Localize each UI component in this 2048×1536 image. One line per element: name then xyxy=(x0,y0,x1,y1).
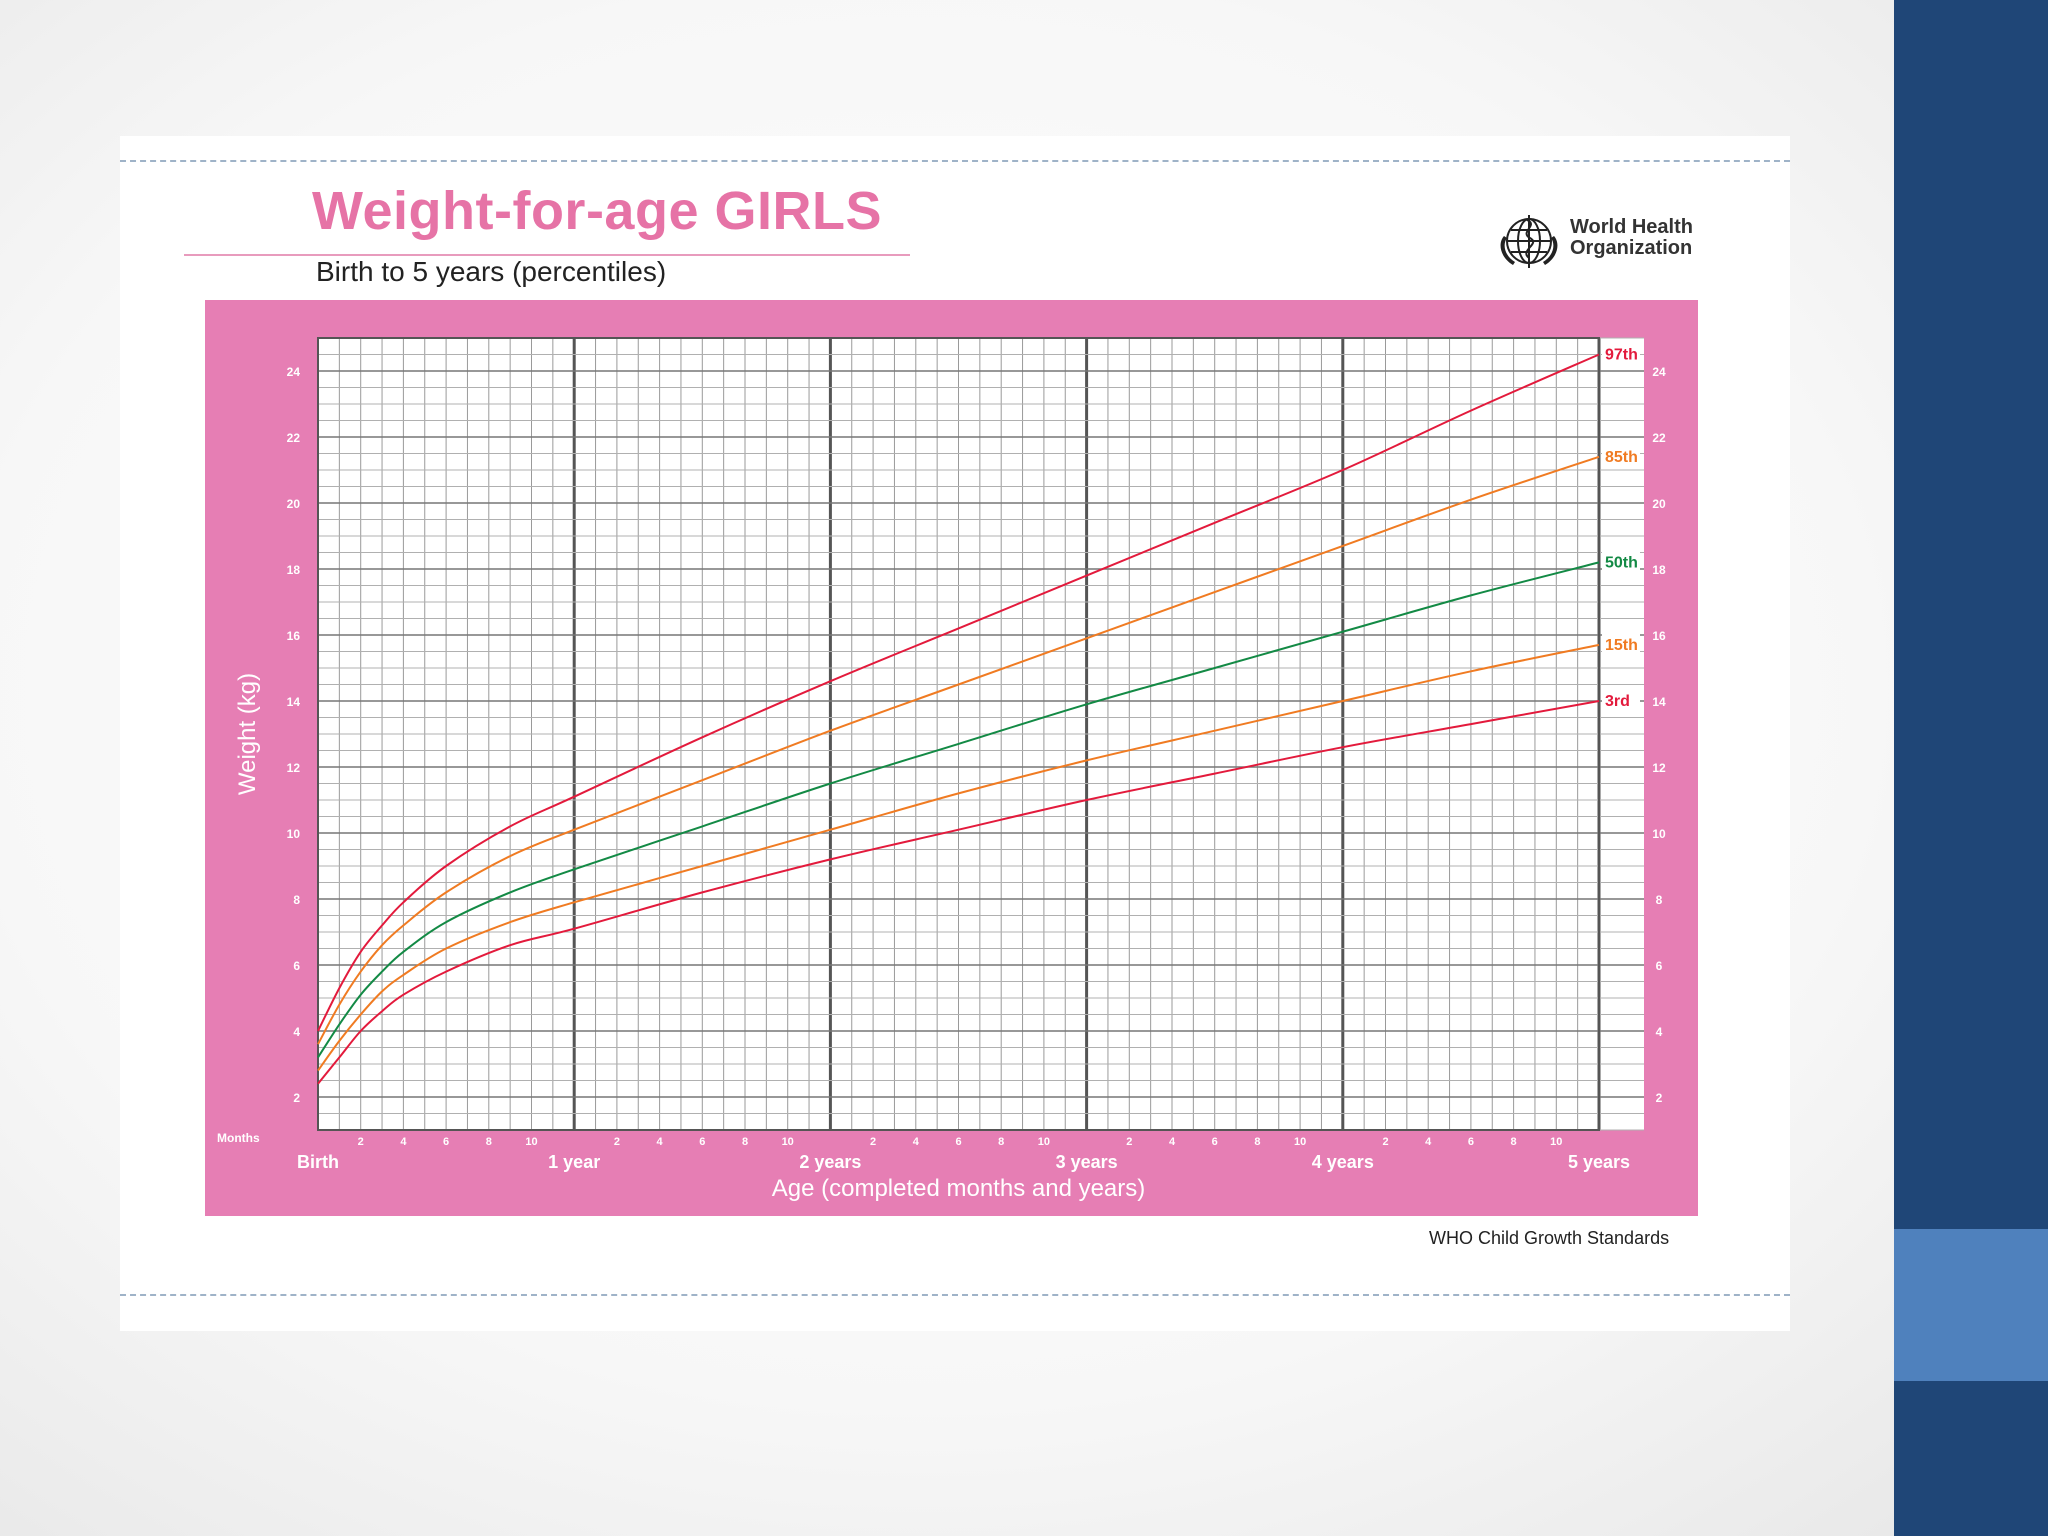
x-month-tick-label: 6 xyxy=(1212,1136,1218,1148)
series-label-background xyxy=(1602,342,1640,365)
x-month-tick-label: 10 xyxy=(1550,1136,1562,1148)
y-tick-label-left: 14 xyxy=(287,695,301,709)
x-axis-label: Age (completed months and years) xyxy=(772,1175,1146,1202)
y-tick-label-left: 8 xyxy=(293,893,300,907)
series-label-background xyxy=(1602,689,1640,711)
x-month-tick-label: 10 xyxy=(1038,1136,1050,1148)
x-month-tick-label: 10 xyxy=(782,1136,794,1148)
x-month-tick-label: 10 xyxy=(525,1136,537,1148)
x-month-tick-label: 10 xyxy=(1294,1136,1306,1148)
series-label-background xyxy=(1602,444,1640,467)
series-line-50th xyxy=(317,561,1600,1058)
y-tick-label-right: 14 xyxy=(1652,695,1666,709)
bottom-dashed-divider xyxy=(120,1294,1790,1296)
series-line-85th xyxy=(317,455,1600,1045)
series-line-97th xyxy=(317,353,1600,1032)
y-tick-label-right: 20 xyxy=(1652,497,1666,511)
x-month-tick-label: 4 xyxy=(1169,1136,1176,1148)
x-month-tick-label: 2 xyxy=(870,1136,876,1148)
y-tick-label-right: 10 xyxy=(1652,827,1666,841)
who-logo-icon xyxy=(1500,215,1558,268)
y-tick-label-left: 4 xyxy=(293,1025,300,1039)
y-tick-label-left: 2 xyxy=(293,1091,300,1105)
y-tick-label-right: 18 xyxy=(1652,563,1666,577)
x-month-tick-label: 2 xyxy=(358,1136,364,1148)
x-month-tick-label: 2 xyxy=(1382,1136,1388,1148)
series-label-15th: 15th xyxy=(1605,637,1638,654)
x-year-tick-label: 1 year xyxy=(548,1152,600,1172)
y-tick-label-left: 20 xyxy=(287,497,301,511)
series-label-3rd: 3rd xyxy=(1605,693,1630,710)
x-month-tick-label: 6 xyxy=(699,1136,705,1148)
x-month-tick-label: 6 xyxy=(1468,1136,1474,1148)
x-year-tick-label: 5 years xyxy=(1568,1152,1630,1172)
y-tick-label-left: 18 xyxy=(287,563,301,577)
x-month-tick-label: 4 xyxy=(1425,1136,1432,1148)
x-month-tick-label: 6 xyxy=(955,1136,961,1148)
y-tick-label-right: 4 xyxy=(1656,1025,1663,1039)
y-tick-label-right: 12 xyxy=(1652,761,1666,775)
x-year-tick-label: 3 years xyxy=(1056,1152,1118,1172)
x-month-tick-label: 2 xyxy=(614,1136,620,1148)
series-line-3rd xyxy=(317,700,1600,1085)
y-tick-label-right: 16 xyxy=(1652,629,1666,643)
y-tick-label-right: 22 xyxy=(1652,431,1666,445)
chart-title: Weight-for-age GIRLS xyxy=(312,181,882,241)
months-unit-label: Months xyxy=(217,1131,260,1145)
series-label-background xyxy=(1602,632,1640,655)
y-tick-label-right: 6 xyxy=(1656,959,1663,973)
y-tick-label-left: 12 xyxy=(287,761,301,775)
title-underline xyxy=(184,254,910,256)
x-month-tick-label: 4 xyxy=(400,1136,407,1148)
who-wordmark-line-2: Organization xyxy=(1570,237,1693,259)
x-year-tick-label: Birth xyxy=(297,1152,339,1172)
y-tick-label-right: 2 xyxy=(1656,1091,1663,1105)
series-label-85th: 85th xyxy=(1605,449,1638,466)
who-wordmark: World Health Organization xyxy=(1570,217,1693,259)
y-tick-label-left: 10 xyxy=(287,827,301,841)
right-accent-block xyxy=(1894,1229,2048,1381)
y-tick-label-left: 24 xyxy=(287,365,301,379)
series-line-15th xyxy=(317,643,1600,1072)
y-tick-label-left: 16 xyxy=(287,629,301,643)
y-axis-label: Weight (kg) xyxy=(234,673,261,795)
y-tick-label-right: 8 xyxy=(1656,893,1663,907)
x-year-tick-label: 2 years xyxy=(799,1152,861,1172)
x-month-tick-label: 8 xyxy=(998,1136,1004,1148)
x-month-tick-label: 4 xyxy=(657,1136,664,1148)
y-tick-label-left: 6 xyxy=(293,959,300,973)
footer-source: WHO Child Growth Standards xyxy=(1429,1228,1670,1248)
x-month-tick-label: 2 xyxy=(1126,1136,1132,1148)
series-label-97th: 97th xyxy=(1605,347,1638,364)
y-tick-label-right: 24 xyxy=(1652,365,1666,379)
x-month-tick-label: 8 xyxy=(1254,1136,1260,1148)
x-month-tick-label: 8 xyxy=(1511,1136,1517,1148)
chart-panel: 2 2 4 4 6 6 8 8 10 10 12 12 14 14 16 16 18 18 20 20 22 22 24 24… xyxy=(205,300,1698,1216)
plot-frame xyxy=(317,337,1600,1131)
x-month-tick-label: 4 xyxy=(913,1136,920,1148)
x-year-tick-label: 4 years xyxy=(1312,1152,1374,1172)
x-month-tick-label: 6 xyxy=(443,1136,449,1148)
x-month-tick-label: 8 xyxy=(742,1136,748,1148)
top-dashed-divider xyxy=(120,160,1790,162)
chart-subtitle: Birth to 5 years (percentiles) xyxy=(316,256,667,287)
series-label-50th: 50th xyxy=(1605,554,1638,571)
y-tick-label-left: 22 xyxy=(287,431,301,445)
x-month-tick-label: 8 xyxy=(486,1136,492,1148)
series-label-background xyxy=(1602,550,1640,573)
who-wordmark-line-1: World Health xyxy=(1570,216,1693,238)
